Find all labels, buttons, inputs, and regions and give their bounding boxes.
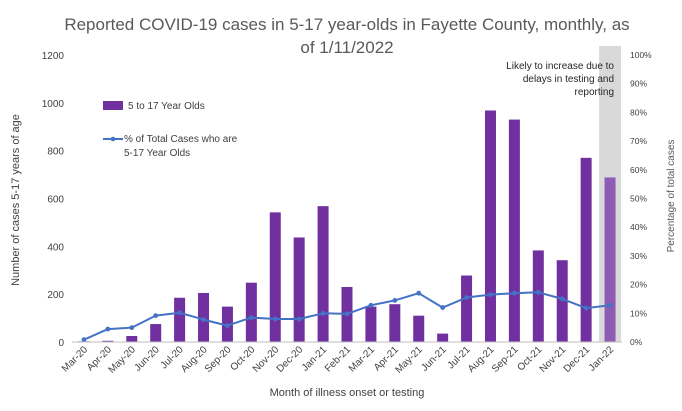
pct-point-apr-21 <box>392 297 398 303</box>
y2-axis-title: Percentage of total cases <box>666 140 677 253</box>
x-tick-label-mar-20: Mar-20 <box>60 344 90 374</box>
bar-dec-20 <box>293 237 305 342</box>
x-tick-label-jan-22: Jan-22 <box>587 344 617 374</box>
y-tick-label-1: 200 <box>47 290 64 301</box>
y-tick-label-4: 800 <box>47 147 64 158</box>
annotation-line-2: delays in testing and <box>523 74 614 85</box>
y2-tick-label-10: 100% <box>630 50 652 60</box>
y2-tick-label-2: 20% <box>630 280 647 290</box>
y-tick-label-0: 0 <box>58 338 64 349</box>
pct-point-sep-21 <box>511 290 517 296</box>
x-tick-label-mar-21: Mar-21 <box>347 344 377 374</box>
y2-tick-label-8: 80% <box>630 107 647 117</box>
pct-point-nov-20 <box>272 316 278 322</box>
x-tick-label-jun-21: Jun-21 <box>419 344 449 374</box>
pct-point-jan-22 <box>607 302 613 308</box>
legend-bar-swatch <box>103 101 123 110</box>
pct-point-mar-21 <box>368 302 374 308</box>
bar-apr-21 <box>389 304 401 342</box>
pct-point-jun-20 <box>153 313 159 318</box>
y2-tick-label-5: 50% <box>630 194 647 204</box>
pct-point-may-20 <box>129 325 135 331</box>
x-tick-label-jun-20: Jun-20 <box>132 344 162 374</box>
annotation-line-1: Likely to increase due to <box>506 61 614 72</box>
y2-tick-label-4: 40% <box>630 222 647 232</box>
pct-point-dec-20 <box>296 316 302 322</box>
y-tick-label-2: 400 <box>47 242 64 253</box>
pct-point-jan-21 <box>320 310 326 316</box>
bar-apr-20 <box>102 340 114 342</box>
pct-point-nov-21 <box>559 296 565 302</box>
legend-bar-label: 5 to 17 Year Olds <box>128 101 205 112</box>
x-tick-label-sep-21: Sep-21 <box>490 344 521 375</box>
bar-may-21 <box>413 315 425 342</box>
y2-tick-label-0: 0% <box>630 337 643 347</box>
pct-point-oct-20 <box>248 315 254 321</box>
annotation-line-3: reporting <box>575 87 614 98</box>
chart-title-line-1: Reported COVID-19 cases in 5-17 year-old… <box>64 15 629 34</box>
x-tick-label-may-21: May-21 <box>393 344 425 376</box>
bar-aug-21 <box>484 110 496 342</box>
pct-point-jul-20 <box>177 310 183 316</box>
bar-dec-21 <box>580 157 592 342</box>
y2-tick-label-6: 60% <box>630 165 647 175</box>
pct-point-may-21 <box>416 290 422 296</box>
pct-point-aug-20 <box>201 317 206 323</box>
pct-point-jul-21 <box>464 295 469 300</box>
x-tick-label-may-20: May-20 <box>107 344 139 376</box>
bar-jun-21 <box>437 333 449 342</box>
legend: 5 to 17 Year Olds % of Total Cases who a… <box>103 101 240 159</box>
y-axis-title: Number of cases 5-17 years of age <box>10 114 22 286</box>
bar-jul-20 <box>174 297 186 342</box>
bar-oct-21 <box>532 250 544 342</box>
y2-tick-label-7: 70% <box>630 136 647 146</box>
pct-point-apr-20 <box>105 326 111 332</box>
pct-point-sep-20 <box>225 323 230 329</box>
bar-mar-21 <box>365 306 377 342</box>
x-tick-label-dec-21: Dec-21 <box>562 344 593 375</box>
pct-point-oct-21 <box>535 289 541 295</box>
bar-jan-22 <box>604 177 616 342</box>
legend-line-label-part-2: 5-17 Year Olds <box>124 148 190 159</box>
bar-jun-20 <box>150 324 162 342</box>
x-tick-label-sep-20: Sep-20 <box>203 344 234 375</box>
legend-line-label: % of Total Cases who are 5-17 Year Olds <box>124 134 240 159</box>
annotation: Likely to increase due to delays in test… <box>506 61 614 98</box>
y-tick-label-5: 1000 <box>42 99 65 110</box>
bar-sep-21 <box>508 119 520 342</box>
y-tick-label-6: 1200 <box>42 51 65 62</box>
x-axis-title: Month of illness onset or testing <box>270 387 425 399</box>
pct-point-feb-21 <box>344 311 350 317</box>
y2-tick-label-3: 30% <box>630 251 647 261</box>
chart-title-line-2: of 1/11/2022 <box>300 38 393 57</box>
bar-jan-21 <box>317 206 329 342</box>
bar-nov-20 <box>269 212 281 342</box>
pct-point-jun-21 <box>440 305 446 310</box>
legend-line-marker <box>110 136 116 142</box>
pct-point-dec-21 <box>583 305 589 311</box>
pct-point-mar-20 <box>81 337 87 343</box>
pct-point-aug-21 <box>488 292 493 298</box>
y2-tick-label-1: 10% <box>630 308 647 318</box>
y2-tick-label-9: 90% <box>630 79 647 89</box>
bar-jul-21 <box>461 275 473 342</box>
bar-may-20 <box>126 336 138 342</box>
x-tick-label-dec-20: Dec-20 <box>275 344 306 375</box>
legend-line-label-part-1: % of Total Cases who are <box>124 134 238 145</box>
y-tick-label-3: 600 <box>47 195 64 206</box>
bar-oct-20 <box>245 282 257 342</box>
